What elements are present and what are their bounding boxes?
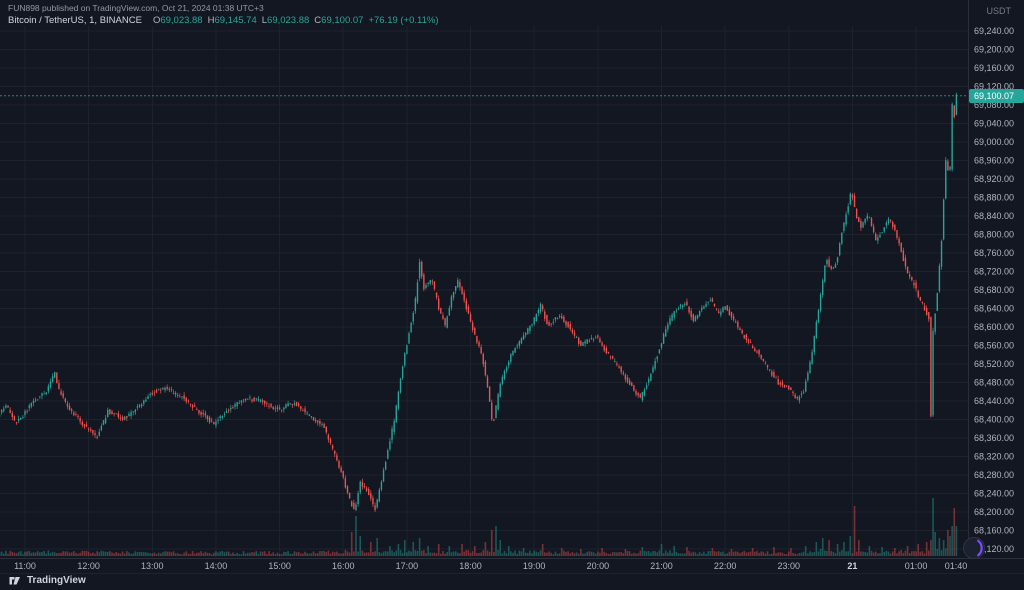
svg-text:19:00: 19:00 xyxy=(523,561,546,571)
svg-text:17:00: 17:00 xyxy=(396,561,419,571)
ohlc-close-label: C xyxy=(314,15,322,26)
svg-text:13:00: 13:00 xyxy=(141,561,164,571)
svg-text:68,120.00: 68,120.00 xyxy=(974,544,1014,554)
volume-bars xyxy=(0,498,958,556)
svg-text:68,800.00: 68,800.00 xyxy=(974,230,1014,240)
price-scale[interactable]: 68,120.00 68,160.00 68,200.00 68,240.00 68,2… xyxy=(974,26,1014,554)
ohlc-low-value: 69,023.88 xyxy=(267,15,310,26)
tradingview-logo-icon xyxy=(9,577,20,585)
svg-text:11:00: 11:00 xyxy=(14,561,36,571)
svg-text:68,920.00: 68,920.00 xyxy=(974,174,1014,184)
svg-text:01:40: 01:40 xyxy=(945,561,968,571)
svg-text:68,160.00: 68,160.00 xyxy=(974,526,1014,536)
svg-text:68,440.00: 68,440.00 xyxy=(974,396,1014,406)
svg-text:18:00: 18:00 xyxy=(459,561,482,571)
svg-text:68,680.00: 68,680.00 xyxy=(974,285,1014,295)
currency-label[interactable]: USDT xyxy=(986,6,1012,16)
svg-text:21: 21 xyxy=(847,561,857,571)
svg-text:69,240.00: 69,240.00 xyxy=(974,26,1014,36)
ohlc-high-value: 69,145.74 xyxy=(214,15,257,26)
svg-text:69,200.00: 69,200.00 xyxy=(974,45,1014,55)
svg-text:69,000.00: 69,000.00 xyxy=(974,137,1014,147)
svg-text:68,880.00: 68,880.00 xyxy=(974,193,1014,203)
svg-text:68,640.00: 68,640.00 xyxy=(974,304,1014,314)
svg-text:68,520.00: 68,520.00 xyxy=(974,359,1014,369)
ohlc-high-label: H xyxy=(207,15,215,26)
svg-text:14:00: 14:00 xyxy=(205,561,228,571)
svg-text:68,360.00: 68,360.00 xyxy=(974,433,1014,443)
svg-text:12:00: 12:00 xyxy=(77,561,100,571)
chart-grid xyxy=(0,26,968,558)
symbol-title[interactable]: Bitcoin / TetherUS, 1, BINANCE xyxy=(8,15,142,26)
ohlc-low-label: L xyxy=(261,15,268,26)
svg-text:68,760.00: 68,760.00 xyxy=(974,248,1014,258)
svg-text:68,320.00: 68,320.00 xyxy=(974,452,1014,462)
svg-text:68,960.00: 68,960.00 xyxy=(974,156,1014,166)
symbol-info-bar: Bitcoin / TetherUS, 1, BINANCE O69,023.88… xyxy=(8,15,439,26)
reactions-button[interactable] xyxy=(962,536,986,560)
reaction-ring-icon xyxy=(963,537,985,559)
ohlc-close-value: 69,100.07 xyxy=(321,15,364,26)
svg-text:69,160.00: 69,160.00 xyxy=(974,63,1014,73)
svg-text:69,120.00: 69,120.00 xyxy=(974,82,1014,92)
svg-text:69,080.00: 69,080.00 xyxy=(974,100,1014,110)
svg-text:68,400.00: 68,400.00 xyxy=(974,415,1014,425)
ohlc-open-value: 69,023.88 xyxy=(160,15,203,26)
price-change: +76.19 (+0.11%) xyxy=(368,15,439,26)
publisher-line: FUN898 published on TradingView.com, Oct… xyxy=(8,3,264,13)
svg-text:68,600.00: 68,600.00 xyxy=(974,322,1014,332)
svg-text:69,040.00: 69,040.00 xyxy=(974,119,1014,129)
svg-text:68,840.00: 68,840.00 xyxy=(974,211,1014,221)
ohlc-open-label: O xyxy=(152,15,161,26)
candles xyxy=(0,92,958,513)
ohlc-values: O69,023.88 H69,145.74 L69,023.88 C69,100.07 xyxy=(148,15,364,26)
svg-text:15:00: 15:00 xyxy=(268,561,291,571)
svg-text:22:00: 22:00 xyxy=(714,561,737,571)
last-price-badge: 69,100.07 xyxy=(969,88,1024,103)
svg-text:21:00: 21:00 xyxy=(650,561,673,571)
svg-text:01:00: 01:00 xyxy=(905,561,928,571)
axis-borders xyxy=(0,0,1024,574)
svg-text:20:00: 20:00 xyxy=(587,561,610,571)
svg-text:68,480.00: 68,480.00 xyxy=(974,378,1014,388)
svg-text:68,240.00: 68,240.00 xyxy=(974,489,1014,499)
svg-text:23:00: 23:00 xyxy=(778,561,801,571)
svg-text:68,200.00: 68,200.00 xyxy=(974,507,1014,517)
svg-text:68,280.00: 68,280.00 xyxy=(974,470,1014,480)
svg-text:68,560.00: 68,560.00 xyxy=(974,341,1014,351)
time-scale[interactable]: 11:00 12:00 13:00 14:00 15:00 16:00 17:00 18:00… xyxy=(14,561,967,571)
svg-text:16:00: 16:00 xyxy=(332,561,355,571)
footer-brand[interactable]: TradingView xyxy=(8,573,86,587)
svg-text:68,720.00: 68,720.00 xyxy=(974,267,1014,277)
brand-text: TradingView xyxy=(27,574,86,586)
